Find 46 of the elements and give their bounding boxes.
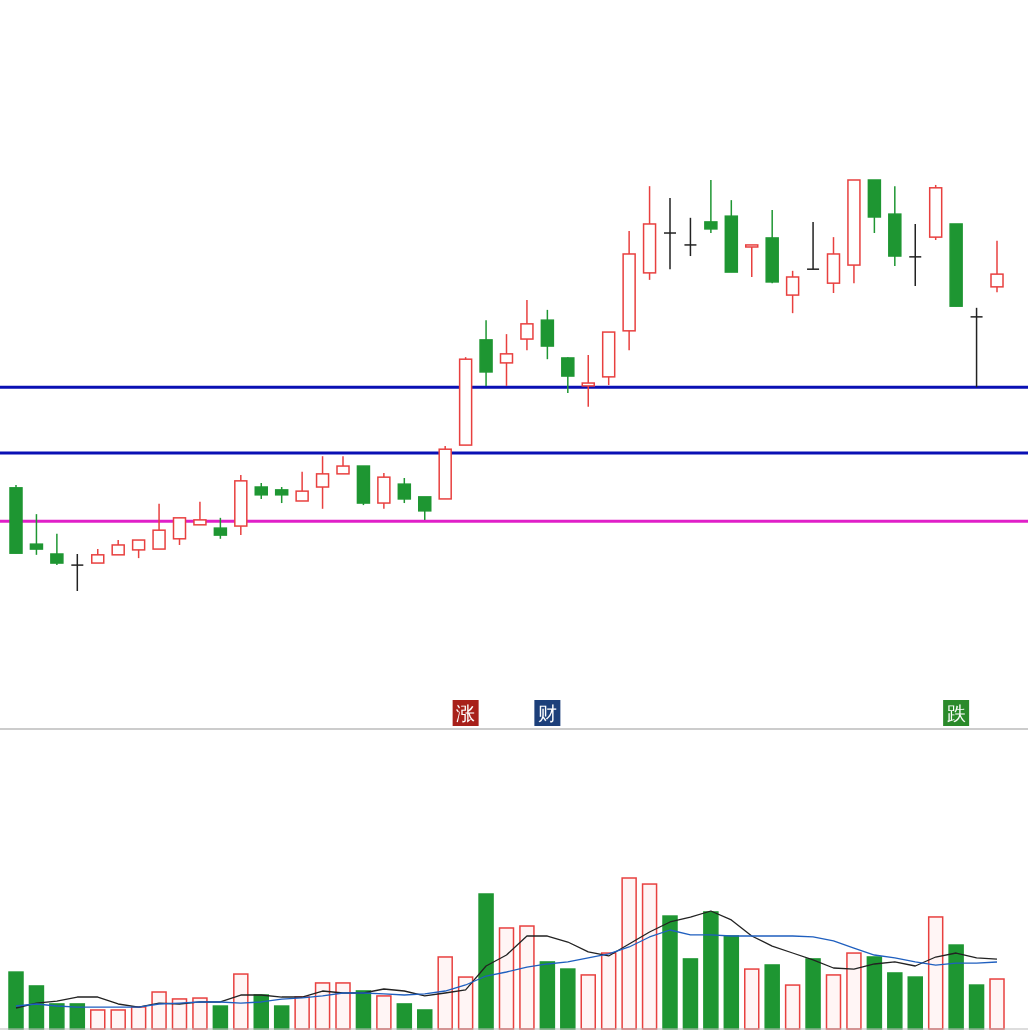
bar xyxy=(478,893,494,1030)
candlestick xyxy=(561,356,575,394)
bar xyxy=(396,1003,413,1030)
bar xyxy=(703,911,719,1030)
candlestick xyxy=(131,539,146,559)
candlestick xyxy=(581,354,595,408)
bar xyxy=(417,1009,433,1030)
bar xyxy=(8,971,24,1030)
bar xyxy=(212,1005,229,1030)
bar xyxy=(682,958,699,1030)
candlestick xyxy=(745,244,759,278)
bar xyxy=(907,976,923,1030)
bar xyxy=(764,964,780,1030)
candlestick xyxy=(990,240,1004,293)
bar xyxy=(805,958,821,1030)
candlestick xyxy=(172,517,187,546)
bar xyxy=(273,1005,290,1030)
candlestick xyxy=(704,179,718,234)
candlestick xyxy=(908,223,922,287)
candlestick xyxy=(295,471,309,502)
candlestick xyxy=(785,270,800,314)
candlestick xyxy=(315,455,330,510)
candlestick xyxy=(397,477,412,504)
candlestick xyxy=(520,299,534,351)
bar xyxy=(948,944,964,1030)
bar xyxy=(28,985,45,1030)
candlestick xyxy=(70,553,85,592)
candlestick xyxy=(152,503,166,550)
candlestick xyxy=(969,307,984,388)
bar xyxy=(560,968,576,1030)
bar xyxy=(662,915,678,1030)
bar xyxy=(887,972,903,1030)
candlestick xyxy=(50,533,64,566)
candlestick xyxy=(418,496,432,521)
bar xyxy=(539,961,556,1030)
bar xyxy=(866,956,883,1030)
candlestick xyxy=(806,221,820,270)
candlestick xyxy=(683,217,698,257)
candlestick xyxy=(29,513,44,556)
candlestick xyxy=(499,333,514,387)
candlestick xyxy=(663,197,677,270)
bar xyxy=(723,935,740,1030)
candlestick xyxy=(193,501,207,526)
candlestick xyxy=(213,517,228,540)
bar xyxy=(968,984,985,1030)
bar xyxy=(49,1003,65,1030)
